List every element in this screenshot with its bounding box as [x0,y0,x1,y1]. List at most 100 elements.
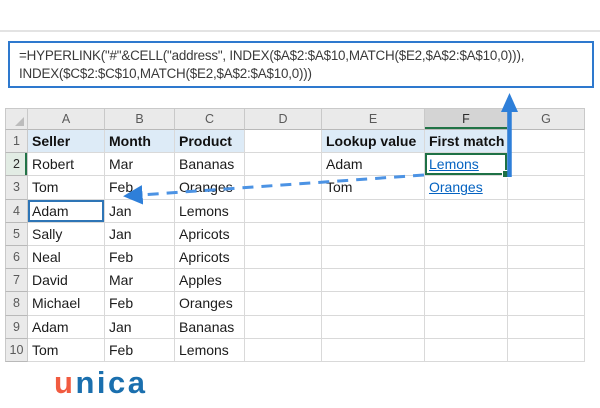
cell-G8[interactable] [508,292,585,316]
row-header-7[interactable]: 7 [5,269,28,293]
cell-B4[interactable]: Jan [105,199,175,223]
cell-C3[interactable]: Oranges [175,176,245,200]
cell-B6[interactable]: Feb [105,245,175,270]
cell-F10[interactable] [425,338,508,362]
cell-A3[interactable]: Tom [28,176,105,200]
cell-E9[interactable] [322,315,425,339]
cell-G9[interactable] [508,315,585,339]
cell-text-E1: Lookup value [326,133,417,150]
cell-D4[interactable] [245,199,322,223]
cell-E10[interactable] [322,338,425,362]
cell-G10[interactable] [508,338,585,362]
hyperlink-F3[interactable]: Oranges [429,179,483,196]
cell-F2[interactable]: Lemons [425,153,510,179]
cell-F4[interactable] [425,199,508,223]
cell-G3[interactable] [508,176,585,200]
cell-G7[interactable] [508,269,585,293]
cell-E8[interactable] [322,292,425,316]
cell-F3[interactable]: Oranges [425,176,508,200]
cell-B3[interactable]: Feb [105,176,175,200]
cell-A9[interactable]: Adam [28,315,105,339]
cell-D8[interactable] [245,292,322,316]
cell-text-B9: Jan [109,318,132,335]
column-header-B[interactable]: B [105,108,175,130]
hyperlink-F2[interactable]: Lemons [429,156,479,173]
cell-F6[interactable] [425,245,508,270]
cell-G2[interactable] [508,153,585,177]
spreadsheet-grid: A B C D E F G 1 Seller Month Product Lookup value Fi… [5,108,585,362]
cell-A5[interactable]: Sally [28,222,105,246]
cell-B9[interactable]: Jan [105,315,175,339]
cell-C6[interactable]: Apricots [175,245,245,270]
row-header-3[interactable]: 3 [5,176,28,200]
row-header-2[interactable]: 2 [5,153,28,177]
cell-A6[interactable]: Neal [28,245,105,270]
cell-C9[interactable]: Bananas [175,315,245,339]
cell-G1[interactable] [508,130,585,154]
column-header-D[interactable]: D [245,108,322,130]
cell-C4[interactable]: Lemons [175,199,245,223]
row-header-9[interactable]: 9 [5,315,28,339]
cell-B2[interactable]: Mar [105,153,175,177]
cell-D3[interactable] [245,176,322,200]
cell-F1[interactable]: First match [425,130,508,154]
cell-D9[interactable] [245,315,322,339]
row-header-5[interactable]: 5 [5,222,28,246]
column-header-A[interactable]: A [28,108,105,130]
select-all-triangle-icon [15,117,24,126]
column-header-C[interactable]: C [175,108,245,130]
row-header-1[interactable]: 1 [5,130,28,154]
cell-D1[interactable] [245,130,322,154]
cell-F9[interactable] [425,315,508,339]
cell-E3[interactable]: Tom [322,176,425,200]
cell-C5[interactable]: Apricots [175,222,245,246]
row-header-8[interactable]: 8 [5,292,28,316]
cell-D7[interactable] [245,269,322,293]
row-header-4[interactable]: 4 [5,199,28,223]
cell-G4[interactable] [508,199,585,223]
cell-text-A1: Seller [32,133,71,150]
cell-B1[interactable]: Month [105,130,175,154]
cell-D10[interactable] [245,338,322,362]
select-all-corner[interactable] [5,108,28,130]
cell-A10[interactable]: Tom [28,338,105,362]
cell-E2[interactable]: Adam [322,153,425,177]
cell-A2[interactable]: Robert [28,153,105,177]
column-header-F[interactable]: F [425,108,508,130]
cell-B8[interactable]: Feb [105,292,175,316]
cell-B7[interactable]: Mar [105,269,175,293]
cell-B5[interactable]: Jan [105,222,175,246]
cell-D2[interactable] [245,153,322,177]
cell-C7[interactable]: Apples [175,269,245,293]
cell-E7[interactable] [322,269,425,293]
cell-C1[interactable]: Product [175,130,245,154]
cell-A8[interactable]: Michael [28,292,105,316]
row-header-6[interactable]: 6 [5,245,28,270]
cell-A7[interactable]: David [28,269,105,293]
column-header-G[interactable]: G [508,108,585,130]
cell-B10[interactable]: Feb [105,338,175,362]
cell-C10[interactable]: Lemons [175,338,245,362]
cell-D6[interactable] [245,245,322,270]
cell-E4[interactable] [322,199,425,223]
cell-F5[interactable] [425,222,508,246]
column-header-E[interactable]: E [322,108,425,130]
cell-G5[interactable] [508,222,585,246]
cell-D5[interactable] [245,222,322,246]
cell-A4[interactable]: Adam [28,199,105,223]
cell-F8[interactable] [425,292,508,316]
cell-E1[interactable]: Lookup value [322,130,425,154]
logo-letter-u: u [54,365,76,400]
cell-C2[interactable]: Bananas [175,153,245,177]
cell-A1[interactable]: Seller [28,130,105,154]
cell-E5[interactable] [322,222,425,246]
cell-text-A2: Robert [32,156,75,173]
row-header-10[interactable]: 10 [5,338,28,362]
cell-text-B6: Feb [109,249,134,266]
cell-C8[interactable]: Oranges [175,292,245,316]
cell-F7[interactable] [425,269,508,293]
cell-text-E2: Adam [326,156,363,173]
cell-E6[interactable] [322,245,425,270]
cell-G6[interactable] [508,245,585,270]
